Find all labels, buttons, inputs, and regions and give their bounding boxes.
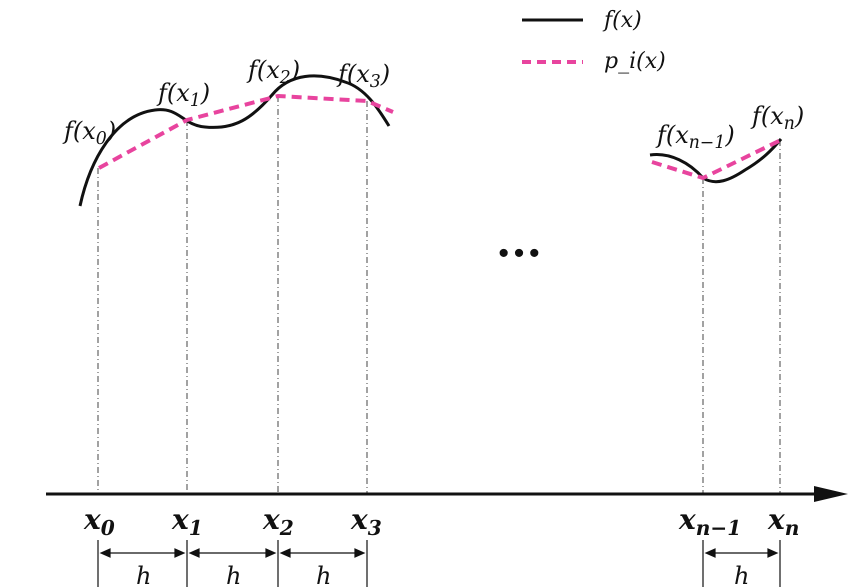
- function-labels: f(x0) f(x1) f(x2) f(x3) f(xn−1) f(xn): [62, 56, 804, 153]
- axis-labels: x0 x1 x2 x3 xn−1 xn: [83, 503, 799, 540]
- label-f-x2: f(x2): [246, 56, 300, 88]
- interp-left: [98, 93, 394, 170]
- interp-right: [651, 138, 782, 181]
- interp-polyline: [98, 93, 782, 181]
- spacing-arrow-3: [279, 548, 366, 558]
- f-curve: [78, 74, 783, 207]
- axis-label-xn-1: xn−1: [678, 503, 741, 540]
- axis-label-x2: x2: [262, 503, 294, 540]
- ellipsis: ···: [496, 228, 542, 279]
- label-f-x3: f(x3): [336, 60, 390, 92]
- spacing-label-2: h: [226, 562, 241, 587]
- f-curve-left: [78, 74, 391, 207]
- spacing-markers: [97, 540, 781, 587]
- axis-label-x1: x1: [171, 503, 203, 540]
- f-curve-right: [649, 138, 783, 184]
- axis-label-xn: xn: [767, 503, 799, 540]
- spacing-label-1: h: [136, 562, 151, 587]
- axis-label-x3: x3: [350, 503, 382, 540]
- label-f-xn-1: f(xn−1): [655, 121, 735, 153]
- spacing-arrow-2: [188, 548, 277, 558]
- legend: f(x) p_i(x): [522, 8, 666, 74]
- spacing-arrow-1: [99, 548, 186, 558]
- label-f-xn: f(xn): [750, 102, 804, 134]
- label-f-x1: f(x1): [156, 79, 210, 111]
- label-f-x0: f(x0): [62, 117, 116, 149]
- axis-label-x0: x0: [83, 503, 115, 540]
- spacing-label-4: h: [734, 562, 749, 587]
- x-axis: [46, 486, 848, 502]
- spacing-labels: h h h h: [136, 562, 749, 587]
- legend-label-pix: p_i(x): [604, 49, 666, 74]
- guide-lines: [97, 96, 781, 493]
- spacing-arrow-4: [704, 548, 779, 558]
- x-axis-arrowhead: [814, 486, 848, 502]
- legend-label-fx: f(x): [602, 8, 642, 33]
- spacing-label-3: h: [316, 562, 331, 587]
